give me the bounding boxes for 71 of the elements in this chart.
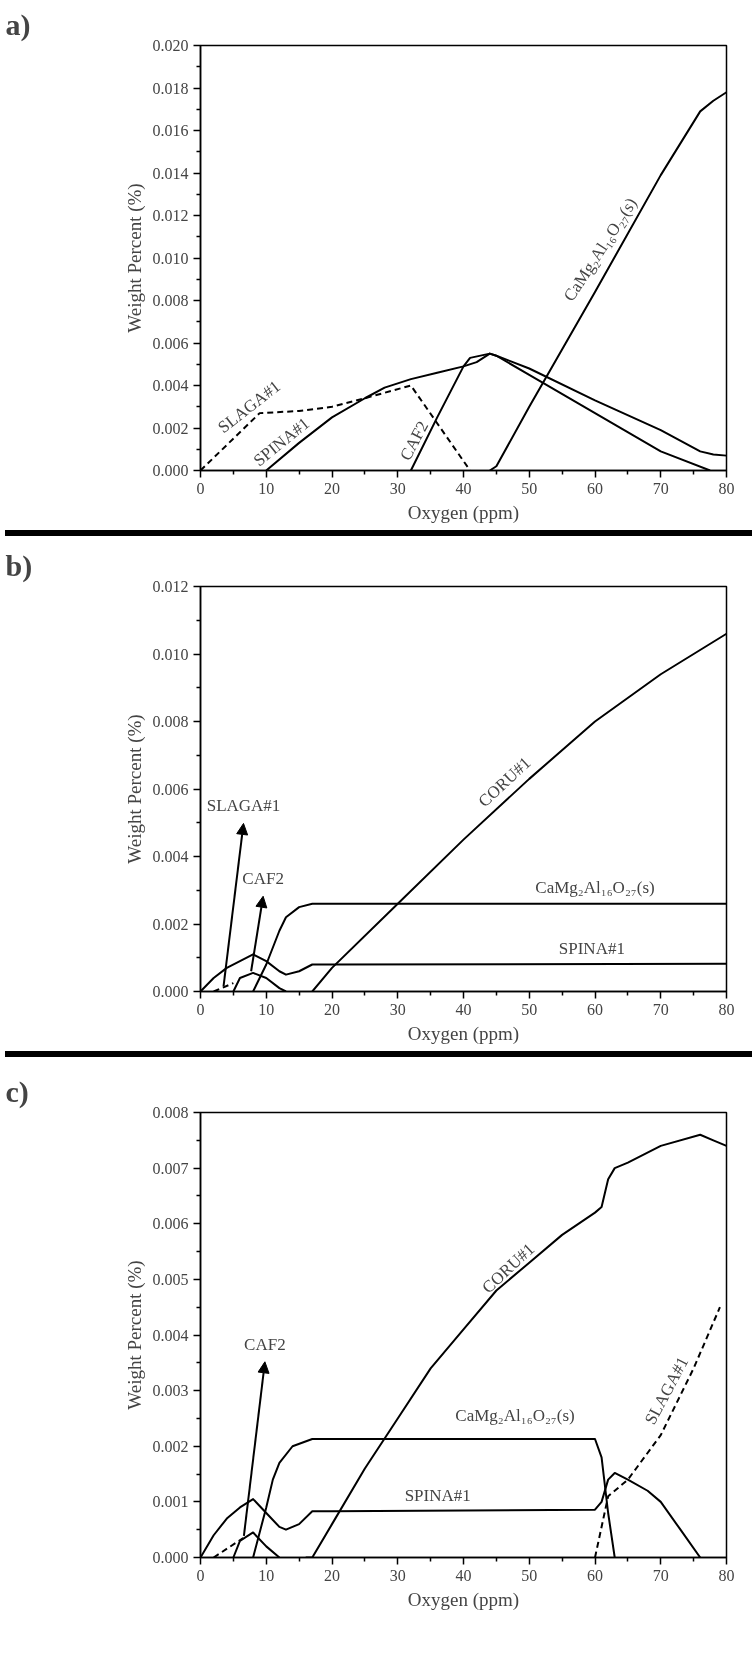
y-tick-label: 0.012	[152, 578, 189, 595]
annotation: CAF2	[395, 417, 433, 464]
y-tick-label: 0.000	[152, 462, 189, 479]
annotation: SPINA#1	[558, 939, 625, 959]
x-tick-label: 60	[587, 479, 603, 497]
annotation: CAF2	[244, 1334, 286, 1354]
x-tick-label: 40	[455, 479, 472, 497]
x-tick-label: 30	[389, 1000, 406, 1018]
x-tick-label: 70	[652, 1566, 669, 1584]
y-tick-label: 0.002	[152, 915, 189, 933]
x-tick-label: 20	[324, 1566, 340, 1584]
x-tick-label: 0	[196, 1566, 205, 1584]
x-tick-label: 0	[196, 479, 205, 497]
chart-title: c)	[5, 1074, 29, 1109]
x-tick-label: 80	[718, 1566, 735, 1584]
annotation: SPINA#1	[404, 1486, 471, 1506]
x-tick-label: 80	[718, 479, 735, 497]
x-tick-label: 50	[521, 1000, 538, 1018]
x-tick-label: 40	[455, 1566, 472, 1584]
y-tick-label: 0.008	[152, 292, 189, 309]
y-tick-label: 0.006	[152, 334, 189, 352]
y-tick-label: 0.002	[152, 419, 189, 437]
y-tick-label: 0.020	[152, 37, 189, 54]
chart-title: a)	[5, 7, 31, 42]
y-tick-label: 0.014	[152, 164, 189, 182]
y-axis-title: Weight Percent (%)	[123, 714, 146, 864]
x-tick-label: 50	[521, 479, 538, 497]
annotation: CaMg₂Al₁₆O₂₇(s)	[455, 1406, 575, 1426]
annotation: CaMg₂Al₁₆O₂₇(s)	[535, 877, 655, 897]
y-axis-title: Weight Percent (%)	[123, 183, 146, 333]
y-tick-label: 0.004	[152, 377, 189, 394]
y-tick-label: 0.003	[152, 1382, 189, 1400]
x-axis-title: Oxygen (ppm)	[407, 1588, 520, 1611]
x-axis-title: Oxygen (ppm)	[407, 501, 520, 524]
y-tick-label: 0.016	[152, 122, 189, 139]
y-tick-label: 0.006	[152, 780, 189, 798]
y-tick-label: 0.018	[152, 79, 189, 97]
annotation: CAF2	[242, 869, 284, 889]
x-tick-label: 30	[389, 1566, 406, 1584]
x-tick-label: 80	[718, 1000, 735, 1018]
x-axis-title: Oxygen (ppm)	[407, 1022, 520, 1045]
y-tick-label: 0.002	[152, 1437, 189, 1455]
y-tick-label: 0.010	[152, 645, 189, 663]
x-tick-label: 10	[258, 1566, 275, 1584]
x-tick-label: 40	[455, 1000, 472, 1018]
x-tick-label: 20	[324, 479, 340, 497]
x-tick-label: 0	[196, 1000, 205, 1018]
x-tick-label: 30	[389, 479, 406, 497]
y-tick-label: 0.005	[152, 1270, 189, 1288]
y-tick-label: 0.000	[152, 983, 189, 1000]
x-tick-label: 70	[652, 479, 669, 497]
x-tick-label: 10	[258, 1000, 275, 1018]
chart-title: b)	[5, 548, 33, 583]
y-tick-label: 0.007	[152, 1159, 189, 1177]
y-tick-label: 0.000	[152, 1549, 189, 1566]
annotation: SLAGA#1	[206, 796, 281, 816]
y-tick-label: 0.001	[152, 1493, 189, 1511]
x-tick-label: 10	[258, 479, 275, 497]
x-tick-label: 60	[587, 1566, 603, 1584]
y-tick-label: 0.012	[152, 207, 189, 224]
y-axis-title: Weight Percent (%)	[123, 1260, 146, 1410]
y-tick-label: 0.010	[152, 249, 189, 267]
y-tick-label: 0.006	[152, 1215, 189, 1233]
x-tick-label: 60	[587, 1000, 603, 1018]
x-tick-label: 50	[521, 1566, 538, 1584]
y-tick-label: 0.008	[152, 1104, 189, 1121]
y-tick-label: 0.008	[152, 713, 189, 730]
y-tick-label: 0.004	[152, 1326, 189, 1344]
x-tick-label: 20	[324, 1000, 340, 1018]
x-tick-label: 70	[652, 1000, 669, 1018]
y-tick-label: 0.004	[152, 848, 189, 865]
